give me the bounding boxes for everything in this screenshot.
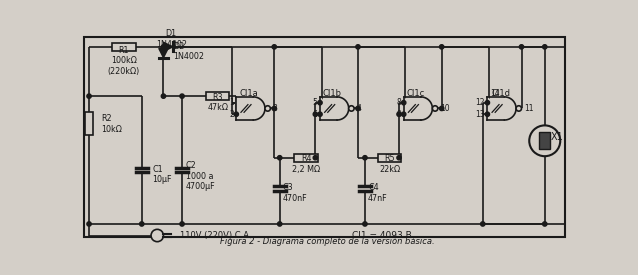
Polygon shape [320,97,349,120]
Polygon shape [487,97,516,120]
Text: 11: 11 [524,104,533,113]
Circle shape [161,45,166,49]
Circle shape [313,112,318,116]
Circle shape [440,45,444,49]
Text: C4
47nF: C4 47nF [368,183,388,203]
Text: CI1d: CI1d [492,89,511,98]
Circle shape [401,101,406,105]
Text: 13: 13 [475,110,485,119]
Circle shape [161,94,166,98]
Circle shape [349,106,354,111]
Circle shape [265,106,271,111]
Text: 8: 8 [397,98,401,107]
Circle shape [278,222,282,226]
Text: R5
22kΩ: R5 22kΩ [379,154,400,174]
Circle shape [356,106,360,111]
Circle shape [433,106,438,111]
Text: 110V (220V) C.A.: 110V (220V) C.A. [181,231,252,240]
Text: CI1 = 4093 B: CI1 = 4093 B [352,231,412,240]
Circle shape [363,222,367,226]
Text: 6: 6 [313,110,318,119]
Text: 1: 1 [229,98,234,107]
Text: R1
100kΩ
(220kΩ): R1 100kΩ (220kΩ) [108,46,140,76]
Text: 12: 12 [475,98,485,107]
Bar [378,154,401,162]
Polygon shape [159,48,168,58]
Circle shape [542,222,547,226]
Circle shape [530,125,560,156]
Text: C3
470nF: C3 470nF [283,183,308,203]
Bar [206,92,229,100]
Text: CI1c: CI1c [407,89,425,98]
Text: C2
1000 a
4700μF: C2 1000 a 4700μF [186,161,216,191]
Circle shape [480,222,485,226]
Circle shape [140,222,144,226]
Text: C1
10μF: C1 10μF [152,165,172,184]
Text: D2
1N4002: D2 1N4002 [173,42,204,61]
Text: 4: 4 [357,104,361,113]
Text: 14: 14 [490,89,500,98]
Circle shape [318,101,322,105]
Bar [85,112,93,135]
Text: 2: 2 [229,110,234,119]
Text: Figura 2 - Diagrama completo de la versión básica.: Figura 2 - Diagrama completo de la versi… [221,237,435,246]
Circle shape [516,106,521,111]
Polygon shape [163,42,173,51]
Circle shape [397,156,401,160]
Circle shape [363,156,367,160]
Circle shape [272,45,276,49]
Text: X1: X1 [551,132,564,142]
Circle shape [87,94,91,98]
Circle shape [313,156,318,160]
Bar [293,154,318,162]
Text: CI1b: CI1b [323,89,342,98]
Circle shape [278,156,282,160]
Circle shape [356,45,360,49]
Bar [112,43,135,51]
Text: 10: 10 [440,104,450,113]
Circle shape [519,45,524,49]
Circle shape [234,112,239,116]
Text: R4
2,2 MΩ: R4 2,2 MΩ [292,154,320,174]
Circle shape [151,229,163,242]
Text: 3: 3 [272,104,278,113]
Text: D1
1N4002: D1 1N4002 [156,29,187,49]
Circle shape [486,101,489,105]
Polygon shape [404,97,433,120]
Text: CI1a: CI1a [239,89,258,98]
Circle shape [87,222,91,226]
Text: R2
10kΩ: R2 10kΩ [101,114,122,134]
Text: 5: 5 [313,98,318,107]
Circle shape [486,112,489,116]
Circle shape [440,106,444,111]
Text: R3
47kΩ: R3 47kΩ [207,93,228,112]
Circle shape [180,94,184,98]
Circle shape [542,45,547,49]
Circle shape [272,106,276,111]
Bar [539,132,550,149]
Text: 9: 9 [396,110,401,119]
Circle shape [180,222,184,226]
Circle shape [397,112,401,116]
Polygon shape [236,97,265,120]
Circle shape [318,112,322,116]
Circle shape [401,112,406,116]
